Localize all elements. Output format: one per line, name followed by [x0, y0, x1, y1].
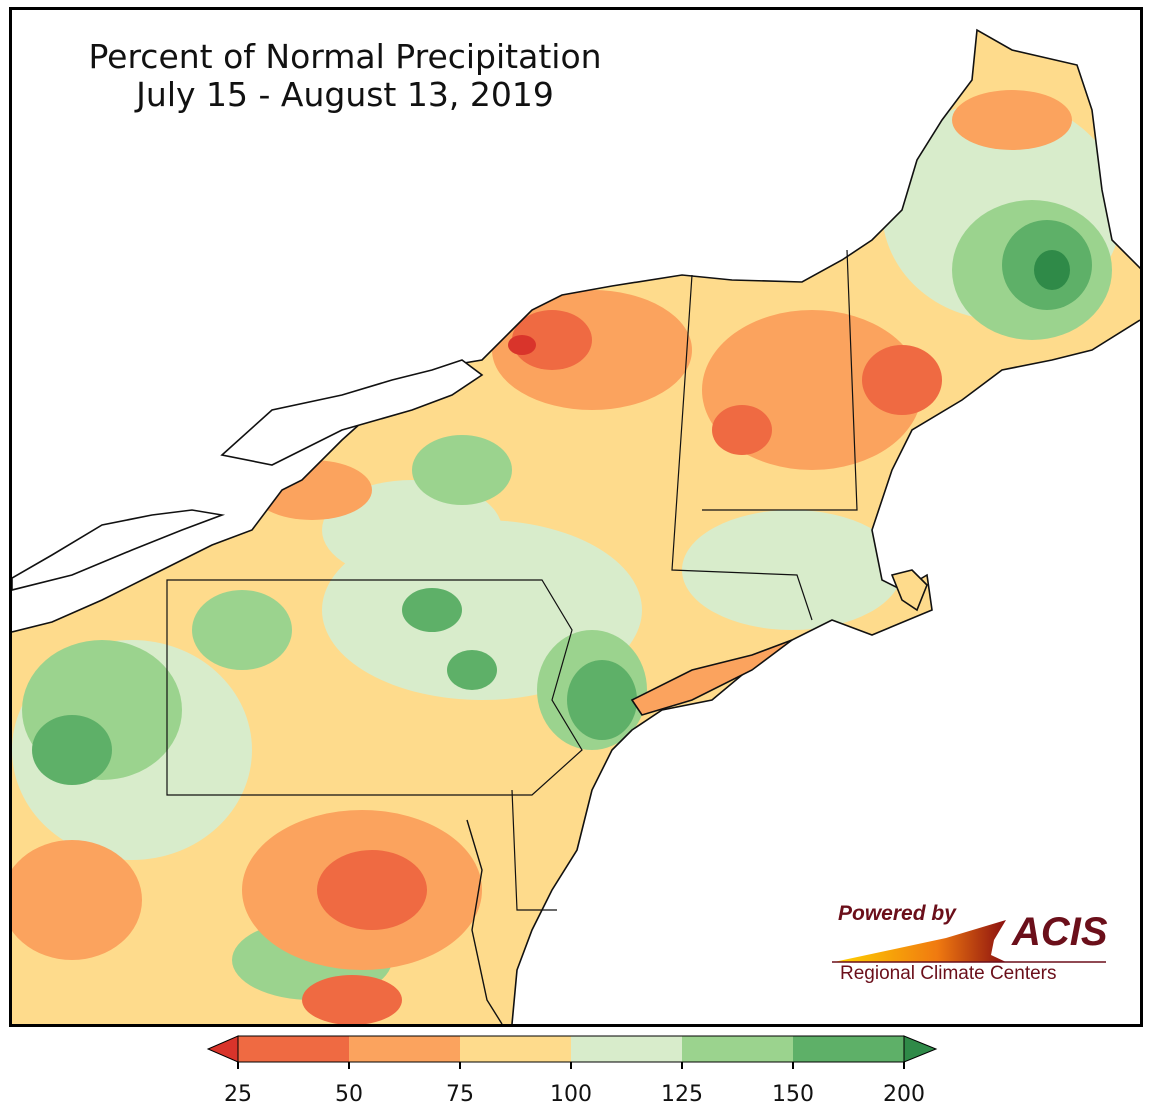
rcc-text: Regional Climate Centers — [840, 963, 1057, 984]
colorbar-tick-label: 75 — [446, 1082, 474, 1107]
acis-text: ACIS — [1012, 910, 1108, 954]
colorbar-segment — [460, 1036, 571, 1062]
colorbar-tick-label: 200 — [883, 1082, 925, 1107]
boundaries — [12, 28, 1140, 1024]
acis-swoosh-icon — [832, 920, 1106, 963]
precipitation-map — [12, 28, 1140, 1024]
colorbar-legend: 25 50 75 100 125 150 200 — [200, 1030, 960, 1110]
acis-logo: Powered by ACIS Regional Climate Centers — [826, 900, 1116, 1000]
colorbar-min-arrow — [206, 1035, 239, 1063]
title-line-1: Percent of Normal Precipitation — [88, 37, 602, 76]
powered-by-text: Powered by — [838, 902, 956, 925]
map-frame — [9, 7, 1143, 1027]
colorbar-tick-label: 25 — [224, 1082, 252, 1107]
map-title: Percent of Normal Precipitation July 15 … — [30, 38, 660, 114]
colorbar-tick-label: 150 — [772, 1082, 814, 1107]
title-line-2: July 15 - August 13, 2019 — [136, 75, 554, 114]
colorbar-segment — [793, 1036, 904, 1062]
colorbar-tick-label: 100 — [550, 1082, 592, 1107]
colorbar-segment — [349, 1036, 460, 1062]
colorbar-segment — [682, 1036, 793, 1062]
colorbar-tick-label: 50 — [335, 1082, 363, 1107]
colorbar-max-arrow — [903, 1035, 938, 1063]
colorbar-tick-label: 125 — [661, 1082, 703, 1107]
colorbar-segment — [571, 1036, 682, 1062]
colorbar-segment — [238, 1036, 349, 1062]
colorbar — [206, 1035, 938, 1069]
